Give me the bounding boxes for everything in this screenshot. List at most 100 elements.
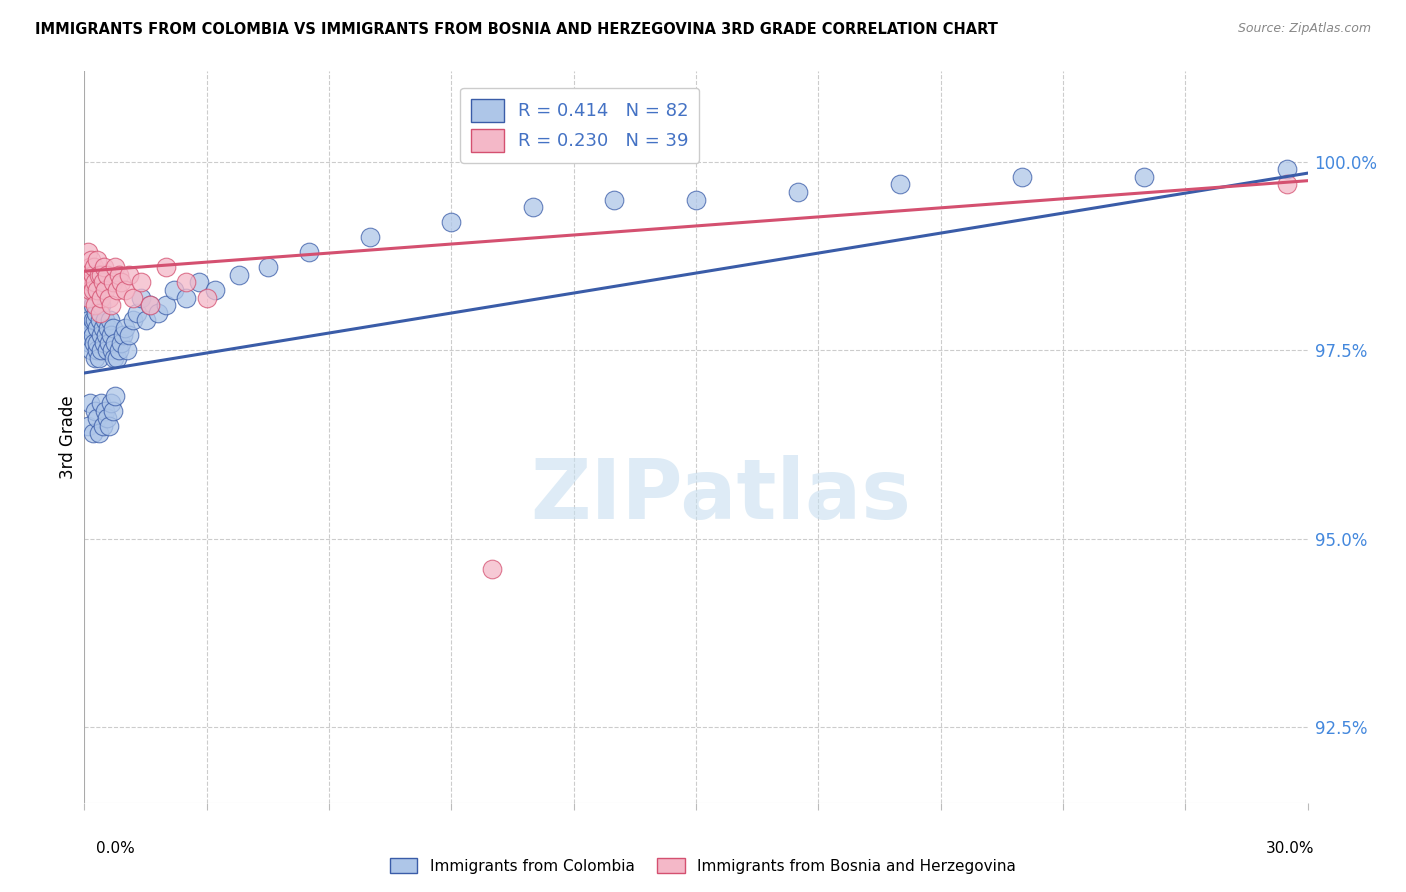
- Point: [94, 328, 117, 343]
- Point: [77, 418, 100, 433]
- Point: [163, 283, 186, 297]
- Point: [87, 426, 110, 441]
- Point: [82, 313, 104, 327]
- Point: [97, 320, 120, 334]
- Point: [131, 291, 153, 305]
- Point: [174, 276, 197, 290]
- Point: [257, 260, 280, 275]
- Point: [110, 335, 132, 350]
- Point: [440, 215, 463, 229]
- Point: [90, 298, 112, 312]
- Point: [603, 193, 626, 207]
- Point: [204, 283, 226, 297]
- Point: [83, 351, 105, 365]
- Point: [1277, 162, 1299, 177]
- Point: [90, 328, 112, 343]
- Point: [93, 283, 115, 297]
- Point: [100, 328, 122, 343]
- Point: [97, 335, 120, 350]
- Point: [93, 335, 115, 350]
- Point: [104, 389, 127, 403]
- Point: [155, 260, 177, 275]
- Point: [86, 283, 108, 297]
- Point: [174, 291, 197, 305]
- Point: [100, 396, 122, 410]
- Point: [685, 193, 707, 207]
- Point: [80, 276, 103, 290]
- Point: [1277, 178, 1299, 192]
- Point: [359, 230, 381, 244]
- Text: Source: ZipAtlas.com: Source: ZipAtlas.com: [1237, 22, 1371, 36]
- Point: [101, 276, 124, 290]
- Point: [86, 343, 108, 358]
- Point: [79, 328, 101, 343]
- Point: [77, 306, 100, 320]
- Point: [84, 313, 107, 327]
- Point: [481, 562, 503, 576]
- Point: [80, 252, 103, 267]
- Point: [118, 328, 141, 343]
- Point: [82, 283, 104, 297]
- Point: [82, 426, 104, 441]
- Y-axis label: 3rd Grade: 3rd Grade: [59, 395, 77, 479]
- Point: [228, 268, 250, 282]
- Point: [97, 418, 120, 433]
- Point: [90, 268, 112, 282]
- Point: [105, 351, 128, 365]
- Point: [298, 245, 321, 260]
- Point: [84, 276, 107, 290]
- Point: [83, 335, 105, 350]
- Point: [112, 328, 135, 343]
- Point: [87, 268, 110, 282]
- Point: [105, 283, 128, 297]
- Point: [77, 291, 100, 305]
- Point: [96, 411, 118, 425]
- Point: [195, 291, 218, 305]
- Point: [889, 178, 911, 192]
- Point: [80, 291, 103, 305]
- Point: [79, 396, 101, 410]
- Point: [91, 320, 114, 334]
- Text: 0.0%: 0.0%: [96, 841, 135, 856]
- Point: [90, 396, 112, 410]
- Point: [91, 276, 114, 290]
- Point: [1011, 169, 1033, 184]
- Point: [90, 343, 112, 358]
- Point: [82, 298, 104, 312]
- Point: [108, 343, 131, 358]
- Point: [82, 283, 104, 297]
- Point: [91, 418, 114, 433]
- Point: [101, 343, 124, 358]
- Point: [86, 411, 108, 425]
- Point: [89, 313, 111, 327]
- Text: ZIPatlas: ZIPatlas: [530, 455, 911, 536]
- Point: [131, 276, 153, 290]
- Point: [187, 276, 209, 290]
- Point: [110, 276, 132, 290]
- Legend: Immigrants from Colombia, Immigrants from Bosnia and Herzegovina: Immigrants from Colombia, Immigrants fro…: [384, 852, 1022, 880]
- Point: [114, 283, 136, 297]
- Point: [79, 260, 101, 275]
- Point: [115, 343, 138, 358]
- Point: [100, 298, 122, 312]
- Point: [77, 245, 100, 260]
- Point: [1133, 169, 1156, 184]
- Point: [93, 260, 115, 275]
- Point: [84, 306, 107, 320]
- Point: [79, 335, 101, 350]
- Point: [122, 313, 145, 327]
- Point: [83, 403, 105, 417]
- Point: [155, 298, 177, 312]
- Point: [82, 328, 104, 343]
- Point: [104, 335, 127, 350]
- Point: [522, 200, 544, 214]
- Point: [77, 313, 100, 327]
- Point: [138, 298, 160, 312]
- Text: IMMIGRANTS FROM COLOMBIA VS IMMIGRANTS FROM BOSNIA AND HERZEGOVINA 3RD GRADE COR: IMMIGRANTS FROM COLOMBIA VS IMMIGRANTS F…: [35, 22, 998, 37]
- Point: [114, 320, 136, 334]
- Point: [122, 291, 145, 305]
- Point: [103, 351, 125, 365]
- Point: [787, 185, 810, 199]
- Point: [80, 320, 103, 334]
- Point: [97, 291, 120, 305]
